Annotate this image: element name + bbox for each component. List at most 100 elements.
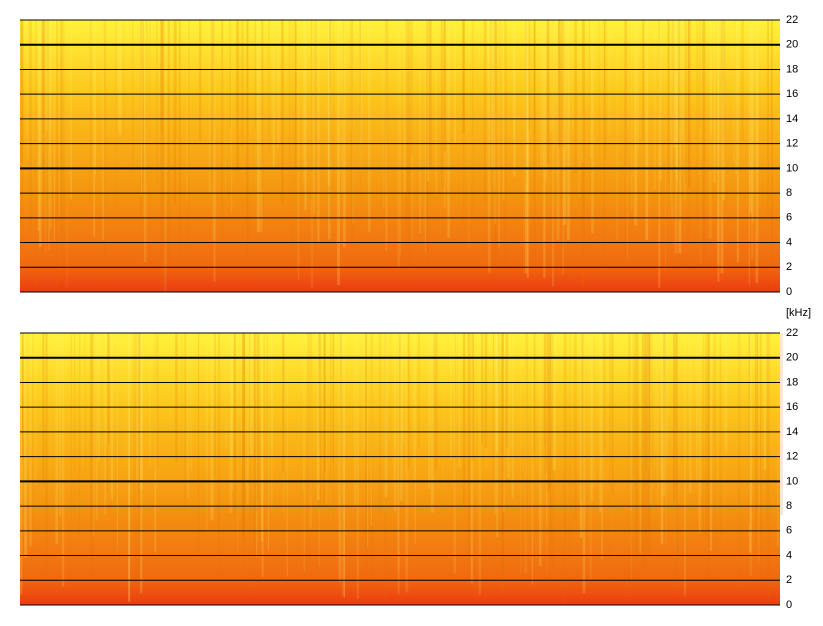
texture-stripe bbox=[178, 20, 181, 255]
texture-stripe bbox=[574, 20, 577, 174]
texture-stripe bbox=[709, 333, 712, 552]
texture-stripe bbox=[443, 20, 447, 208]
texture-stripe bbox=[136, 333, 137, 519]
texture-stripe bbox=[367, 20, 371, 233]
texture-stripe bbox=[160, 20, 163, 133]
texture-stripe bbox=[756, 20, 759, 173]
texture-stripe bbox=[350, 20, 354, 247]
texture-stripe bbox=[527, 20, 531, 131]
texture-stripe bbox=[767, 333, 770, 600]
texture-stripe bbox=[545, 333, 548, 526]
texture-stripe bbox=[673, 20, 676, 148]
texture-stripe bbox=[771, 20, 773, 286]
texture-stripe bbox=[310, 333, 313, 497]
texture-stripe bbox=[42, 333, 45, 484]
texture-stripe bbox=[417, 333, 420, 449]
texture-stripe bbox=[710, 20, 712, 135]
y-tick-label: 12 bbox=[786, 451, 798, 463]
texture-stripe bbox=[737, 333, 741, 592]
texture-stripe bbox=[49, 20, 52, 130]
texture-stripe bbox=[717, 20, 720, 265]
texture-stripe bbox=[78, 333, 81, 536]
texture-stripe bbox=[632, 333, 636, 477]
y-tick-label: 8 bbox=[786, 500, 792, 512]
texture-stripe bbox=[289, 20, 291, 234]
texture-stripe bbox=[719, 20, 721, 194]
texture-stripe bbox=[649, 333, 652, 505]
texture-stripe bbox=[630, 333, 632, 511]
texture-stripe bbox=[133, 333, 136, 556]
texture-stripe bbox=[95, 333, 98, 521]
texture-stripe bbox=[604, 333, 606, 488]
texture-stripe bbox=[61, 333, 65, 587]
texture-stripe bbox=[66, 20, 68, 288]
texture-stripe bbox=[628, 333, 630, 550]
texture-stripe bbox=[637, 20, 640, 150]
texture-stripe bbox=[359, 20, 362, 222]
texture-stripe bbox=[213, 333, 216, 478]
texture-stripe bbox=[35, 20, 37, 290]
texture-stripe bbox=[384, 333, 388, 498]
texture-stripe bbox=[628, 333, 631, 601]
texture-stripe bbox=[53, 20, 55, 243]
texture-stripe bbox=[580, 20, 584, 163]
texture-stripe bbox=[393, 333, 395, 487]
texture-stripe bbox=[107, 333, 109, 492]
texture-stripe bbox=[370, 333, 372, 526]
texture-stripe bbox=[291, 20, 293, 273]
texture-stripe bbox=[397, 333, 400, 570]
texture-stripe bbox=[251, 333, 254, 456]
texture-stripe bbox=[317, 20, 320, 242]
texture-stripe bbox=[276, 20, 280, 148]
texture-stripe bbox=[603, 333, 606, 451]
texture-stripe bbox=[294, 20, 297, 221]
texture-stripe bbox=[154, 333, 157, 553]
texture-stripe bbox=[524, 20, 527, 186]
texture-stripe bbox=[604, 333, 606, 472]
texture-stripe bbox=[197, 333, 200, 553]
texture-stripe bbox=[242, 333, 245, 537]
texture-stripe bbox=[623, 20, 627, 263]
texture-stripe bbox=[125, 333, 127, 463]
texture-stripe bbox=[493, 20, 496, 283]
texture-stripe bbox=[237, 333, 239, 555]
texture-stripe bbox=[709, 20, 712, 239]
texture-stripe bbox=[481, 333, 483, 444]
texture-stripe bbox=[236, 20, 240, 172]
texture-stripe bbox=[557, 20, 561, 148]
texture-stripe bbox=[767, 20, 769, 215]
texture-stripe bbox=[257, 333, 260, 501]
texture-stripe bbox=[261, 333, 264, 578]
texture-stripe bbox=[138, 333, 140, 600]
texture-stripe bbox=[531, 333, 533, 585]
y-tick-label: 20 bbox=[786, 39, 798, 51]
texture-stripe bbox=[493, 20, 495, 186]
texture-stripe bbox=[642, 20, 644, 140]
texture-stripe bbox=[611, 333, 614, 495]
texture-stripe bbox=[494, 333, 497, 515]
texture-stripe bbox=[542, 20, 544, 168]
texture-stripe bbox=[384, 333, 385, 510]
texture-stripe bbox=[513, 20, 516, 177]
texture-stripe bbox=[323, 333, 326, 508]
texture-stripe bbox=[553, 20, 557, 146]
texture-stripe bbox=[261, 20, 263, 190]
y-tick-label: 16 bbox=[786, 401, 798, 413]
texture-stripe bbox=[352, 20, 354, 224]
texture-stripe bbox=[246, 333, 249, 507]
texture-stripe bbox=[616, 20, 619, 241]
texture-stripe bbox=[186, 333, 190, 499]
texture-stripe bbox=[723, 20, 726, 164]
texture-stripe bbox=[188, 20, 190, 253]
texture-stripe bbox=[110, 333, 113, 494]
texture-stripe bbox=[430, 333, 434, 513]
texture-stripe bbox=[98, 333, 100, 462]
texture-stripe bbox=[580, 333, 584, 501]
texture-stripe bbox=[631, 20, 633, 211]
texture-stripe bbox=[648, 333, 650, 479]
texture-stripe bbox=[703, 333, 705, 535]
texture-stripe bbox=[231, 333, 234, 491]
texture-stripe bbox=[546, 333, 548, 575]
texture-stripe bbox=[399, 20, 401, 255]
